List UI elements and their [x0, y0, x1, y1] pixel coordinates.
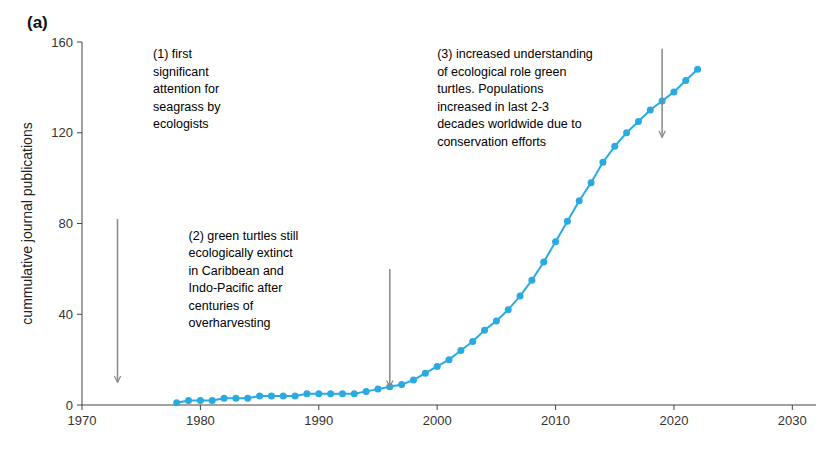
data-point: [469, 338, 476, 345]
annotation: (3) increased understandingof ecological…: [437, 47, 593, 149]
x-tick-label: 1980: [186, 413, 215, 428]
x-tick-label: 2030: [778, 413, 807, 428]
x-tick: [673, 405, 674, 410]
x-tick-label: 2010: [541, 413, 570, 428]
annotation: (2) green turtles stillecologically exti…: [189, 229, 299, 331]
data-point: [315, 390, 322, 397]
y-tick: [77, 42, 82, 43]
data-point: [339, 390, 346, 397]
x-tick: [437, 405, 438, 410]
y-tick: [77, 405, 82, 406]
y-tick-label: 120: [51, 125, 73, 140]
x-tick-label: 1990: [304, 413, 333, 428]
data-point: [540, 259, 547, 266]
data-point: [647, 107, 654, 114]
data-point: [374, 386, 381, 393]
data-point: [363, 388, 370, 395]
y-tick-label: 40: [59, 307, 73, 322]
data-point: [635, 118, 642, 125]
annotation-arrow: [661, 49, 663, 137]
annotation-arrow: [389, 269, 391, 387]
data-point: [292, 392, 299, 399]
data-point: [505, 306, 512, 313]
data-point: [268, 392, 275, 399]
data-point: [244, 395, 251, 402]
x-tick: [82, 405, 83, 410]
data-point: [280, 392, 287, 399]
y-tick: [77, 314, 82, 315]
y-tick-label: 0: [66, 398, 73, 413]
data-point: [694, 66, 701, 73]
x-tick: [200, 405, 201, 410]
data-point: [398, 381, 405, 388]
data-point: [256, 392, 263, 399]
data-point: [623, 129, 630, 136]
data-point: [327, 390, 334, 397]
y-axis-label: cummulative journal publications: [19, 122, 35, 324]
panel-label: (a): [27, 13, 48, 32]
plot-area: [173, 66, 701, 407]
x-axis: [82, 405, 816, 406]
data-point: [351, 390, 358, 397]
data-point: [173, 399, 180, 406]
data-point: [552, 238, 559, 245]
y-tick: [77, 132, 82, 133]
y-tick: [77, 223, 82, 224]
data-point: [457, 347, 464, 354]
data-point: [588, 179, 595, 186]
x-tick-label: 2020: [659, 413, 688, 428]
y-tick-label: 80: [59, 216, 73, 231]
data-point: [670, 88, 677, 95]
data-point: [517, 293, 524, 300]
data-point: [611, 143, 618, 150]
chart: 1970 1980 1990 2000 2010 2020 2030 0 40 80 120 160 c…: [0, 0, 840, 453]
data-point: [682, 77, 689, 84]
data-point: [446, 356, 453, 363]
data-point: [576, 197, 583, 204]
data-point: [599, 159, 606, 166]
data-point: [232, 395, 239, 402]
data-point: [528, 277, 535, 284]
data-point: [422, 370, 429, 377]
data-point: [481, 327, 488, 334]
x-tick-label: 1970: [68, 413, 97, 428]
data-line: [177, 69, 698, 403]
data-point: [410, 377, 417, 384]
data-point: [564, 218, 571, 225]
data-point: [185, 397, 192, 404]
x-tick: [318, 405, 319, 410]
annotation: (1) firstsignificantattention forseagras…: [153, 47, 221, 131]
data-point: [434, 363, 441, 370]
x-tick: [555, 405, 556, 410]
annotation-arrow: [117, 219, 119, 382]
data-point: [221, 395, 228, 402]
x-tick: [792, 405, 793, 410]
data-point: [493, 318, 500, 325]
data-point: [209, 397, 216, 404]
data-point: [303, 390, 310, 397]
data-point: [197, 397, 204, 404]
y-tick-label: 160: [51, 35, 73, 50]
x-tick-label: 2000: [423, 413, 452, 428]
